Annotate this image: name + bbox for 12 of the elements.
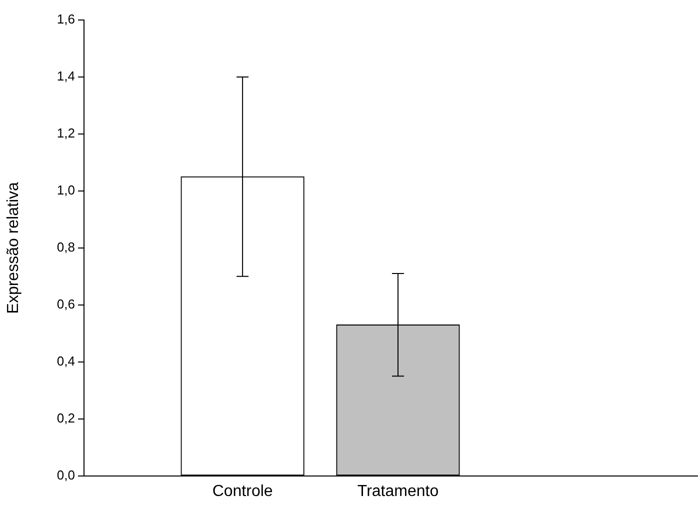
y-tick-label: 1,0 bbox=[56, 182, 75, 198]
y-tick-label: 0,2 bbox=[56, 410, 75, 426]
x-tick-label: Tratamento bbox=[357, 482, 439, 500]
y-tick-label: 0,0 bbox=[56, 467, 75, 482]
y-tick-label: 1,2 bbox=[56, 126, 75, 141]
y-tick-label: 0,8 bbox=[56, 239, 75, 254]
y-tick-label: 0,6 bbox=[56, 296, 75, 312]
y-tick-label: 0,4 bbox=[56, 353, 75, 368]
y-tick-label: 1,4 bbox=[56, 68, 75, 84]
x-tick-label: Controle bbox=[212, 482, 273, 500]
y-tick-label: 1,6 bbox=[56, 12, 75, 27]
y-axis-title: Expressão relativa bbox=[5, 182, 22, 314]
